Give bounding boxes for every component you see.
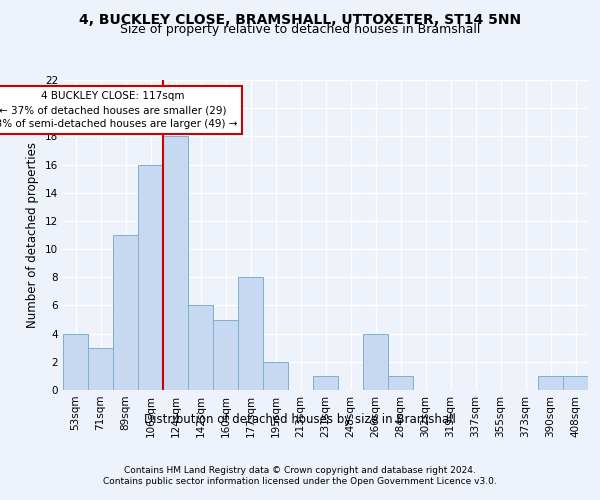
Bar (538, 376, 563, 390)
Bar (63, 334, 88, 390)
Bar (88, 348, 113, 390)
Bar (388, 376, 413, 390)
Bar (188, 306, 213, 390)
Bar (138, 164, 163, 390)
Bar (313, 376, 338, 390)
Y-axis label: Number of detached properties: Number of detached properties (26, 142, 40, 328)
Text: 4 BUCKLEY CLOSE: 117sqm
← 37% of detached houses are smaller (29)
63% of semi-de: 4 BUCKLEY CLOSE: 117sqm ← 37% of detache… (0, 92, 237, 130)
Text: 4, BUCKLEY CLOSE, BRAMSHALL, UTTOXETER, ST14 5NN: 4, BUCKLEY CLOSE, BRAMSHALL, UTTOXETER, … (79, 12, 521, 26)
Text: Distribution of detached houses by size in Bramshall: Distribution of detached houses by size … (144, 412, 456, 426)
Bar (363, 334, 388, 390)
Text: Contains public sector information licensed under the Open Government Licence v3: Contains public sector information licen… (103, 478, 497, 486)
Text: Contains HM Land Registry data © Crown copyright and database right 2024.: Contains HM Land Registry data © Crown c… (124, 466, 476, 475)
Bar (563, 376, 588, 390)
Bar (163, 136, 188, 390)
Bar (263, 362, 288, 390)
Bar (213, 320, 238, 390)
Bar (113, 235, 138, 390)
Bar (238, 278, 263, 390)
Text: Size of property relative to detached houses in Bramshall: Size of property relative to detached ho… (120, 23, 480, 36)
